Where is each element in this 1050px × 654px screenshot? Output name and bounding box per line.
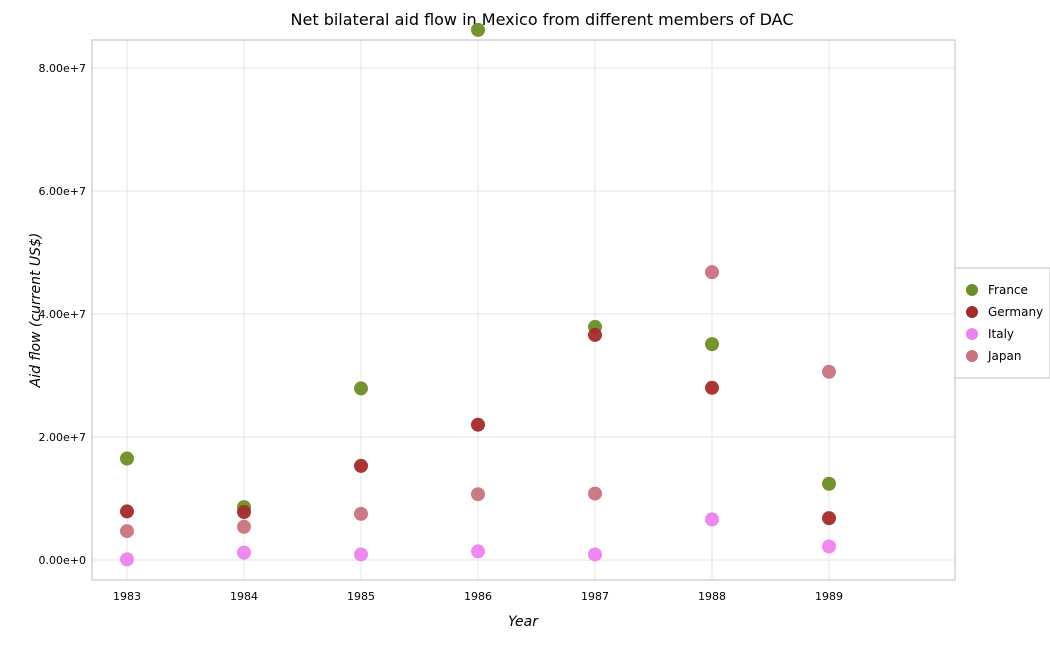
plot-area: 1983 1984 1985 1986 1987 1988 1989 0.00e+0 2.00…	[39, 22, 956, 603]
legend-label-italy: Italy	[988, 327, 1014, 341]
point-germany-1987	[588, 327, 602, 342]
legend-label-japan: Japan	[987, 349, 1021, 363]
y-axis-title: Aid flow (current US$)	[28, 233, 44, 389]
legend-marker-japan	[966, 350, 978, 362]
point-germany-1989	[822, 511, 836, 526]
legend-marker-germany	[966, 306, 978, 318]
point-japan-1989	[822, 364, 836, 379]
point-japan-1988	[705, 265, 719, 280]
point-italy-1983	[120, 552, 134, 567]
x-gridlines	[126, 40, 830, 580]
point-italy-1989	[822, 539, 836, 554]
point-italy-1985	[354, 547, 368, 562]
x-tick-labels: 1983 1984 1985 1986 1987 1988 1989	[113, 590, 843, 603]
point-japan-1983	[120, 524, 134, 539]
legend-items: France Germany Italy Japan	[966, 283, 1043, 363]
point-france-1989	[822, 476, 836, 491]
point-france-1983	[120, 451, 134, 466]
x-tick-label: 1983	[113, 590, 141, 603]
y-gridlines	[92, 67, 955, 561]
x-tick-label: 1985	[347, 590, 375, 603]
x-tick-label: 1987	[581, 590, 609, 603]
point-japan-1987	[588, 486, 602, 501]
legend: France Germany Italy Japan	[954, 267, 1050, 379]
y-tick-label: 0.00e+0	[39, 554, 86, 567]
legend-marker-france	[966, 284, 978, 296]
y-tick-label: 8.00e+7	[39, 62, 86, 75]
x-axis-title: Year	[508, 614, 539, 630]
point-italy-1988	[705, 512, 719, 527]
point-germany-1986	[471, 417, 485, 432]
legend-label-germany: Germany	[988, 305, 1043, 319]
y-tick-labels: 0.00e+0 2.00e+7 4.00e+7 6.00e+7 8.00e+7	[39, 62, 86, 567]
y-tick-label: 6.00e+7	[39, 185, 86, 198]
point-germany-1985	[354, 458, 368, 473]
x-tick-label: 1988	[698, 590, 726, 603]
y-tick-label: 4.00e+7	[39, 308, 86, 321]
x-tick-label: 1989	[815, 590, 843, 603]
point-italy-1986	[471, 544, 485, 559]
point-germany-1984	[237, 505, 251, 520]
point-france-1988	[705, 337, 719, 352]
point-france-1985	[354, 381, 368, 396]
point-germany-1983	[120, 504, 134, 519]
plot-frame	[91, 39, 956, 581]
y-tick-label: 2.00e+7	[39, 431, 86, 444]
x-tick-label: 1986	[464, 590, 492, 603]
point-france-1986	[471, 22, 485, 37]
point-japan-1986	[471, 487, 485, 502]
point-italy-1984	[237, 545, 251, 560]
point-germany-1988	[705, 380, 719, 395]
point-japan-1985	[354, 506, 368, 521]
point-italy-1987	[588, 547, 602, 562]
legend-marker-italy	[966, 328, 978, 340]
legend-label-france: France	[988, 283, 1028, 297]
point-japan-1984	[237, 519, 251, 534]
data-points	[120, 22, 836, 567]
x-tick-label: 1984	[230, 590, 258, 603]
chart-title: Net bilateral aid flow in Mexico from di…	[291, 10, 794, 29]
